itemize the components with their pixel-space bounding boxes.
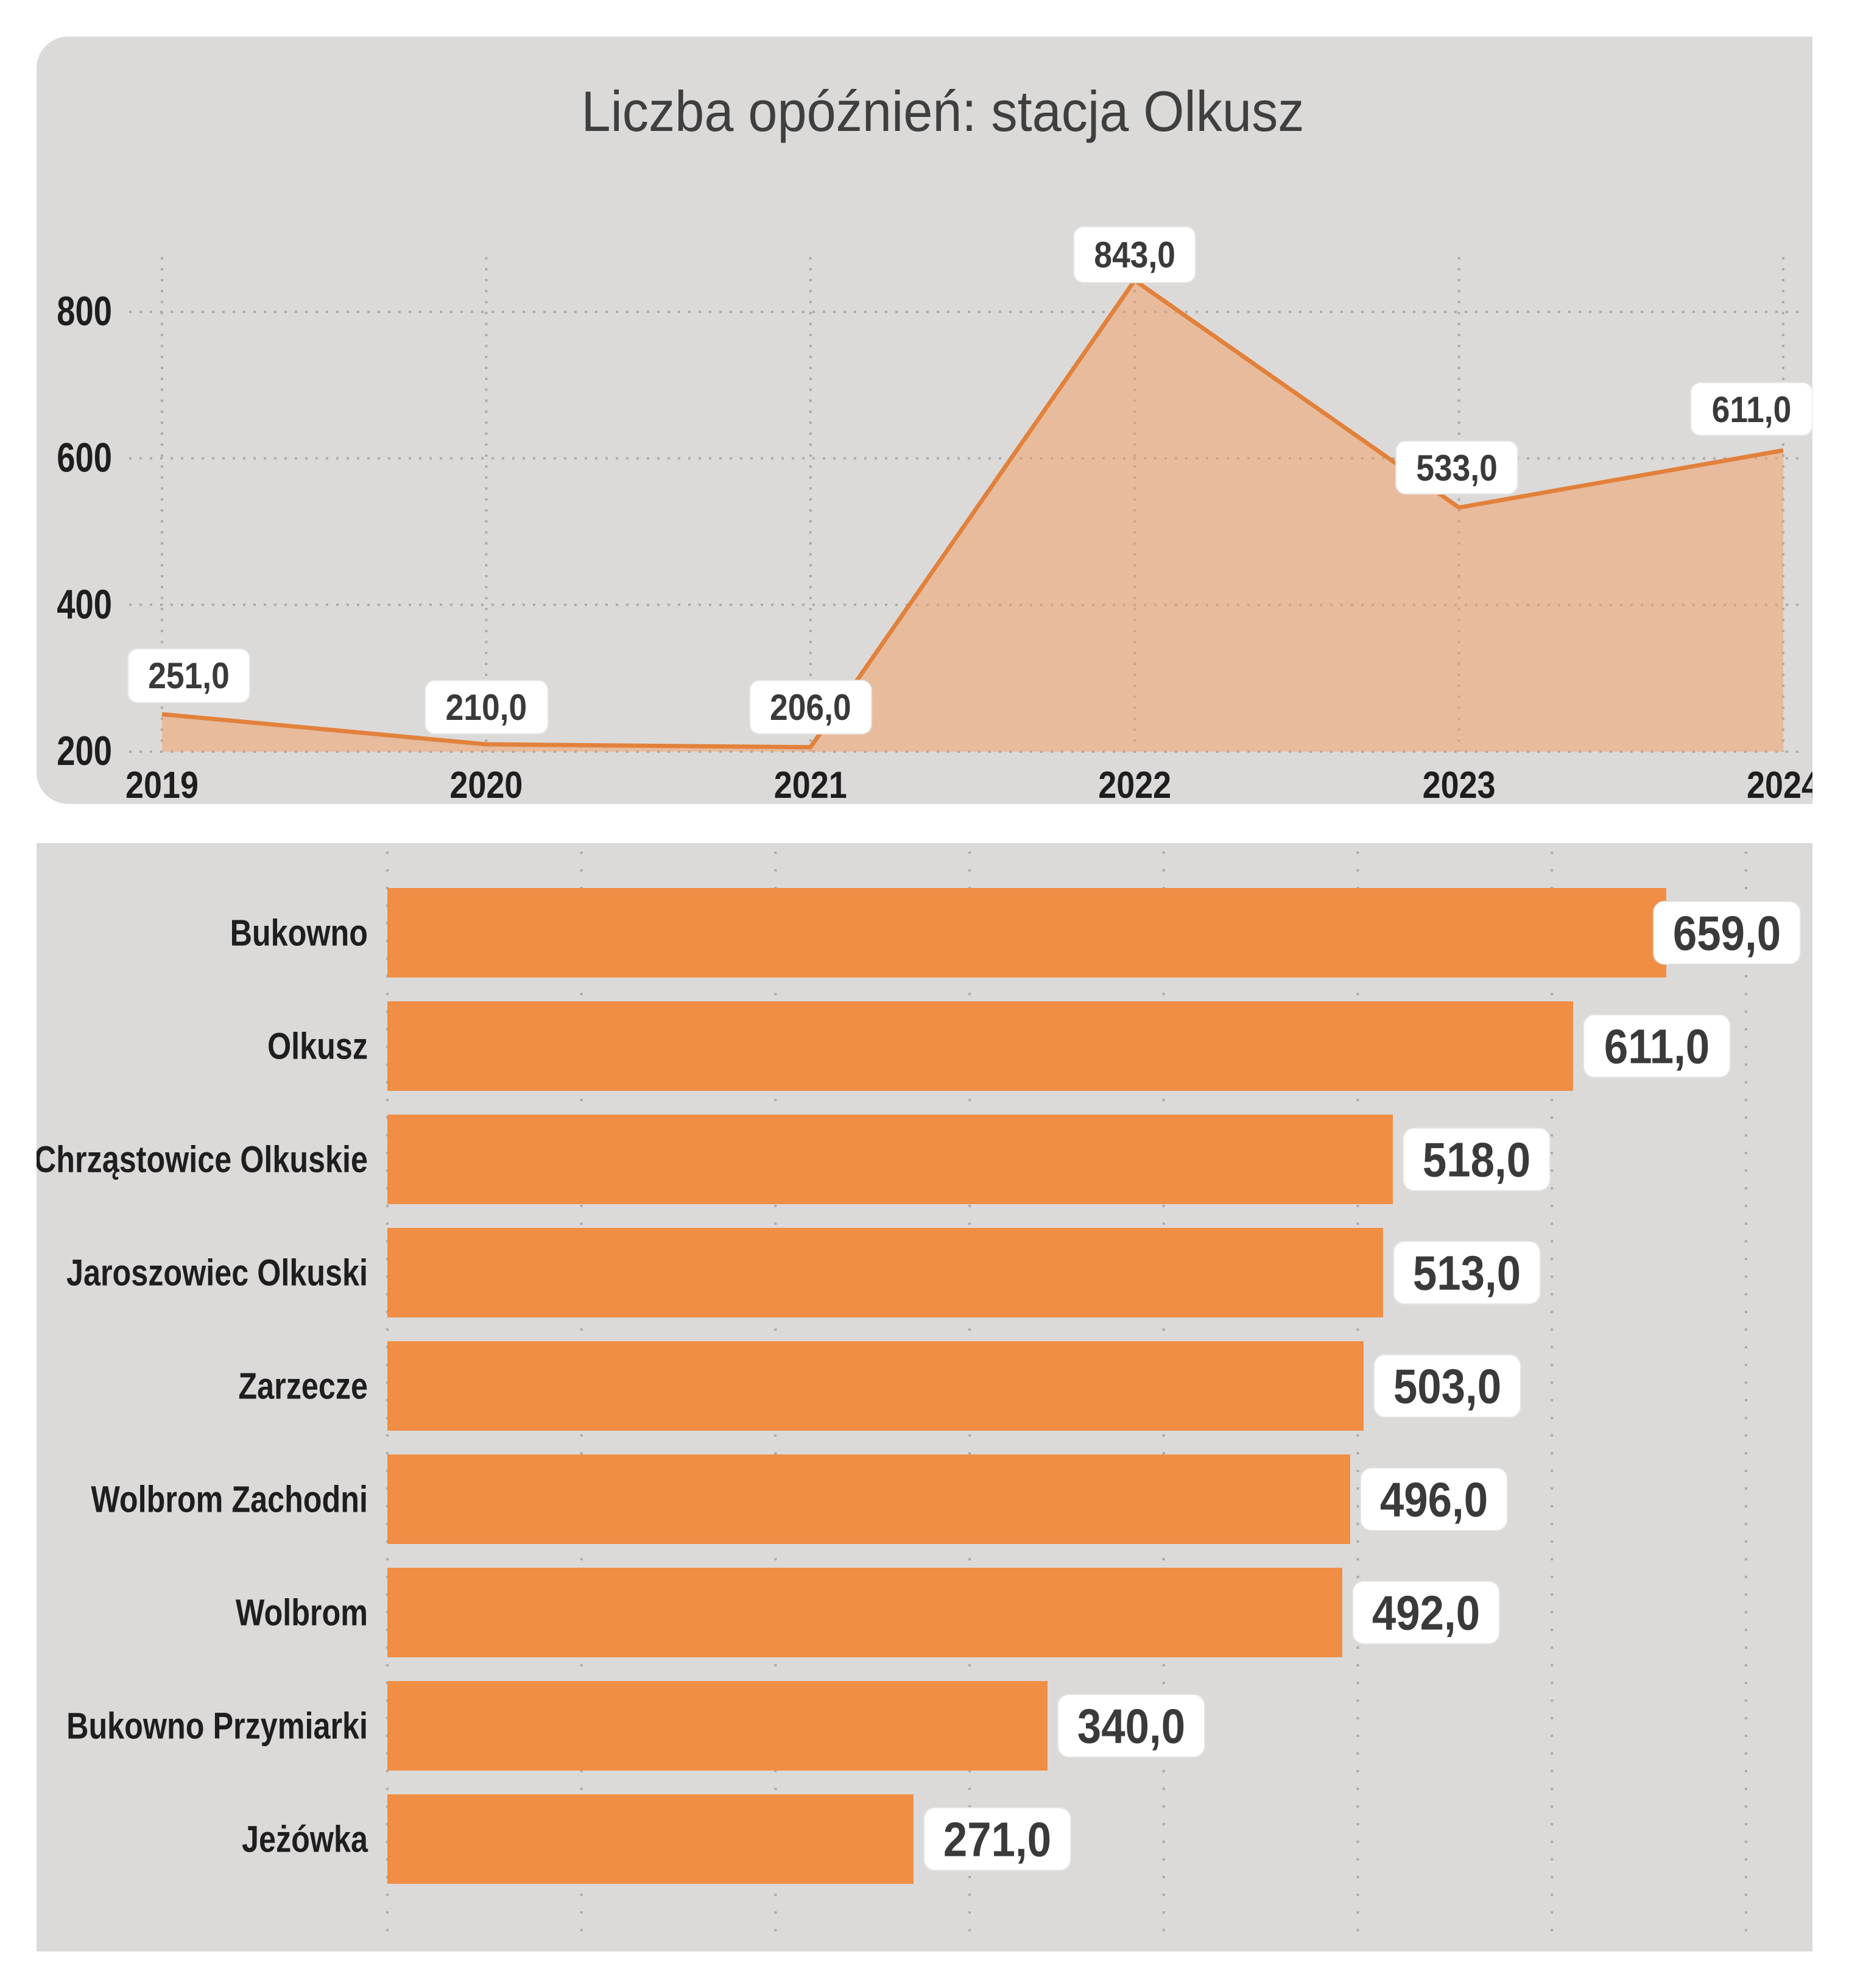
svg-text:206,0: 206,0 (770, 688, 851, 728)
svg-text:Bukowno Przymiarki: Bukowno Przymiarki (66, 1705, 368, 1747)
svg-text:Zarzecze: Zarzecze (238, 1365, 368, 1407)
svg-text:Olkusz: Olkusz (267, 1025, 368, 1067)
svg-text:Wolbrom: Wolbrom (236, 1591, 368, 1634)
svg-text:Jaroszowiec Olkuski: Jaroszowiec Olkuski (66, 1252, 368, 1294)
svg-text:2020: 2020 (449, 764, 523, 804)
svg-text:518,0: 518,0 (1423, 1133, 1530, 1188)
svg-text:2019: 2019 (125, 764, 199, 804)
svg-text:400: 400 (57, 582, 112, 628)
svg-text:271,0: 271,0 (943, 1813, 1051, 1867)
svg-text:843,0: 843,0 (1094, 235, 1175, 276)
svg-text:659,0: 659,0 (1673, 907, 1781, 961)
svg-text:513,0: 513,0 (1413, 1247, 1521, 1301)
svg-text:210,0: 210,0 (446, 688, 527, 728)
svg-text:800: 800 (57, 288, 112, 334)
svg-text:340,0: 340,0 (1077, 1700, 1185, 1754)
svg-text:2024: 2024 (1747, 764, 1812, 804)
svg-text:Wolbrom Zachodni: Wolbrom Zachodni (91, 1478, 368, 1520)
svg-text:200: 200 (57, 728, 112, 774)
svg-text:503,0: 503,0 (1393, 1360, 1501, 1414)
svg-text:492,0: 492,0 (1372, 1587, 1480, 1641)
svg-text:Liczba opóźnień: stacja Olkusz: Liczba opóźnień: stacja Olkusz (581, 80, 1304, 144)
svg-text:251,0: 251,0 (148, 656, 230, 697)
svg-text:2022: 2022 (1098, 764, 1171, 804)
svg-text:611,0: 611,0 (1712, 390, 1792, 431)
svg-text:Bukowno: Bukowno (230, 912, 368, 954)
svg-text:Jeżówka: Jeżówka (242, 1818, 368, 1860)
svg-text:Chrząstowice Olkuskie: Chrząstowice Olkuskie (37, 1138, 368, 1180)
svg-text:2021: 2021 (774, 764, 847, 804)
svg-text:611,0: 611,0 (1604, 1020, 1710, 1074)
svg-text:2023: 2023 (1423, 764, 1496, 804)
svg-text:600: 600 (57, 435, 112, 481)
svg-text:533,0: 533,0 (1416, 448, 1498, 489)
svg-text:496,0: 496,0 (1380, 1473, 1488, 1528)
